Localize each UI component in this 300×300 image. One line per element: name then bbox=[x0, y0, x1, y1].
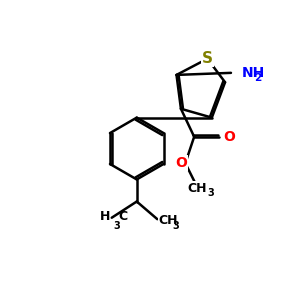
Text: O: O bbox=[224, 130, 236, 144]
Text: NH: NH bbox=[241, 66, 265, 80]
Text: 3: 3 bbox=[113, 221, 120, 231]
Text: CH: CH bbox=[188, 182, 207, 195]
Text: O: O bbox=[175, 156, 187, 170]
Text: C: C bbox=[118, 210, 127, 223]
Text: 2: 2 bbox=[254, 73, 262, 83]
Text: 3: 3 bbox=[207, 188, 214, 198]
Text: CH: CH bbox=[159, 214, 178, 227]
Text: H: H bbox=[100, 210, 110, 223]
Text: S: S bbox=[202, 51, 213, 66]
Text: 3: 3 bbox=[172, 221, 179, 231]
